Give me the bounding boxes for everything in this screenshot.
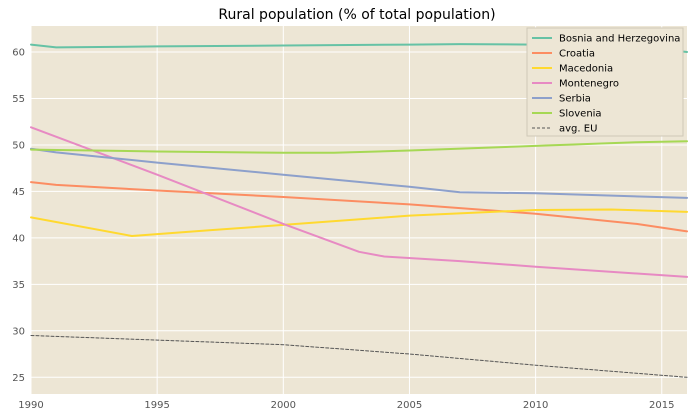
series-line-croatia <box>30 181 688 233</box>
series-lines <box>30 43 688 378</box>
y-tick-label: 25 <box>12 373 25 384</box>
series-line-montenegro <box>30 126 688 278</box>
x-tick-label: 1995 <box>144 400 169 411</box>
grid <box>30 26 687 394</box>
y-tick-label: 35 <box>12 280 25 291</box>
series-line-macedonia <box>30 208 688 237</box>
series-line-avg-eu <box>30 335 688 378</box>
x-tick-label: 2005 <box>397 400 422 411</box>
y-tick-label: 45 <box>12 187 25 198</box>
legend-label: Slovenia <box>559 109 602 120</box>
y-tick-label: 40 <box>12 233 25 244</box>
x-axis-ticks: 1990 1995 2000 2005 2010 2015 <box>18 400 674 411</box>
legend-label: Croatia <box>559 49 595 60</box>
chart-title: Rural population (% of total population) <box>218 7 495 23</box>
x-tick-label: 2000 <box>271 400 296 411</box>
y-tick-label: 55 <box>12 94 25 105</box>
x-tick-label: 1990 <box>18 400 43 411</box>
legend-label: avg. EU <box>559 124 597 135</box>
x-tick-label: 2015 <box>649 400 674 411</box>
y-tick-label: 60 <box>12 48 25 59</box>
legend-label: Montenegro <box>559 79 619 90</box>
y-tick-label: 30 <box>12 326 25 337</box>
legend: Bosnia and Herzegovina Croatia Macedonia Mo… <box>526 27 684 137</box>
legend-label: Bosnia and Herzegovina <box>559 34 680 45</box>
series-line-slovenia <box>30 140 688 154</box>
y-tick-label: 50 <box>12 140 25 151</box>
y-axis-ticks: 25 30 35 40 45 50 55 60 <box>12 48 25 384</box>
legend-box <box>526 27 684 137</box>
series-line-serbia <box>30 147 688 199</box>
x-tick-label: 2010 <box>523 400 548 411</box>
legend-label: Serbia <box>559 94 591 105</box>
legend-label: Macedonia <box>559 64 613 75</box>
